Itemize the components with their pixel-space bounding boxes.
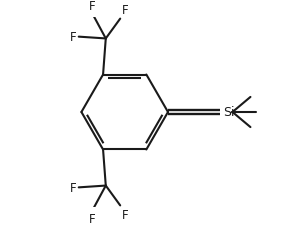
Text: F: F	[122, 208, 129, 221]
Text: F: F	[89, 0, 96, 13]
Text: Si: Si	[223, 106, 235, 119]
Text: F: F	[122, 4, 129, 17]
Text: F: F	[69, 31, 76, 44]
Text: F: F	[89, 212, 96, 225]
Text: F: F	[69, 181, 76, 194]
